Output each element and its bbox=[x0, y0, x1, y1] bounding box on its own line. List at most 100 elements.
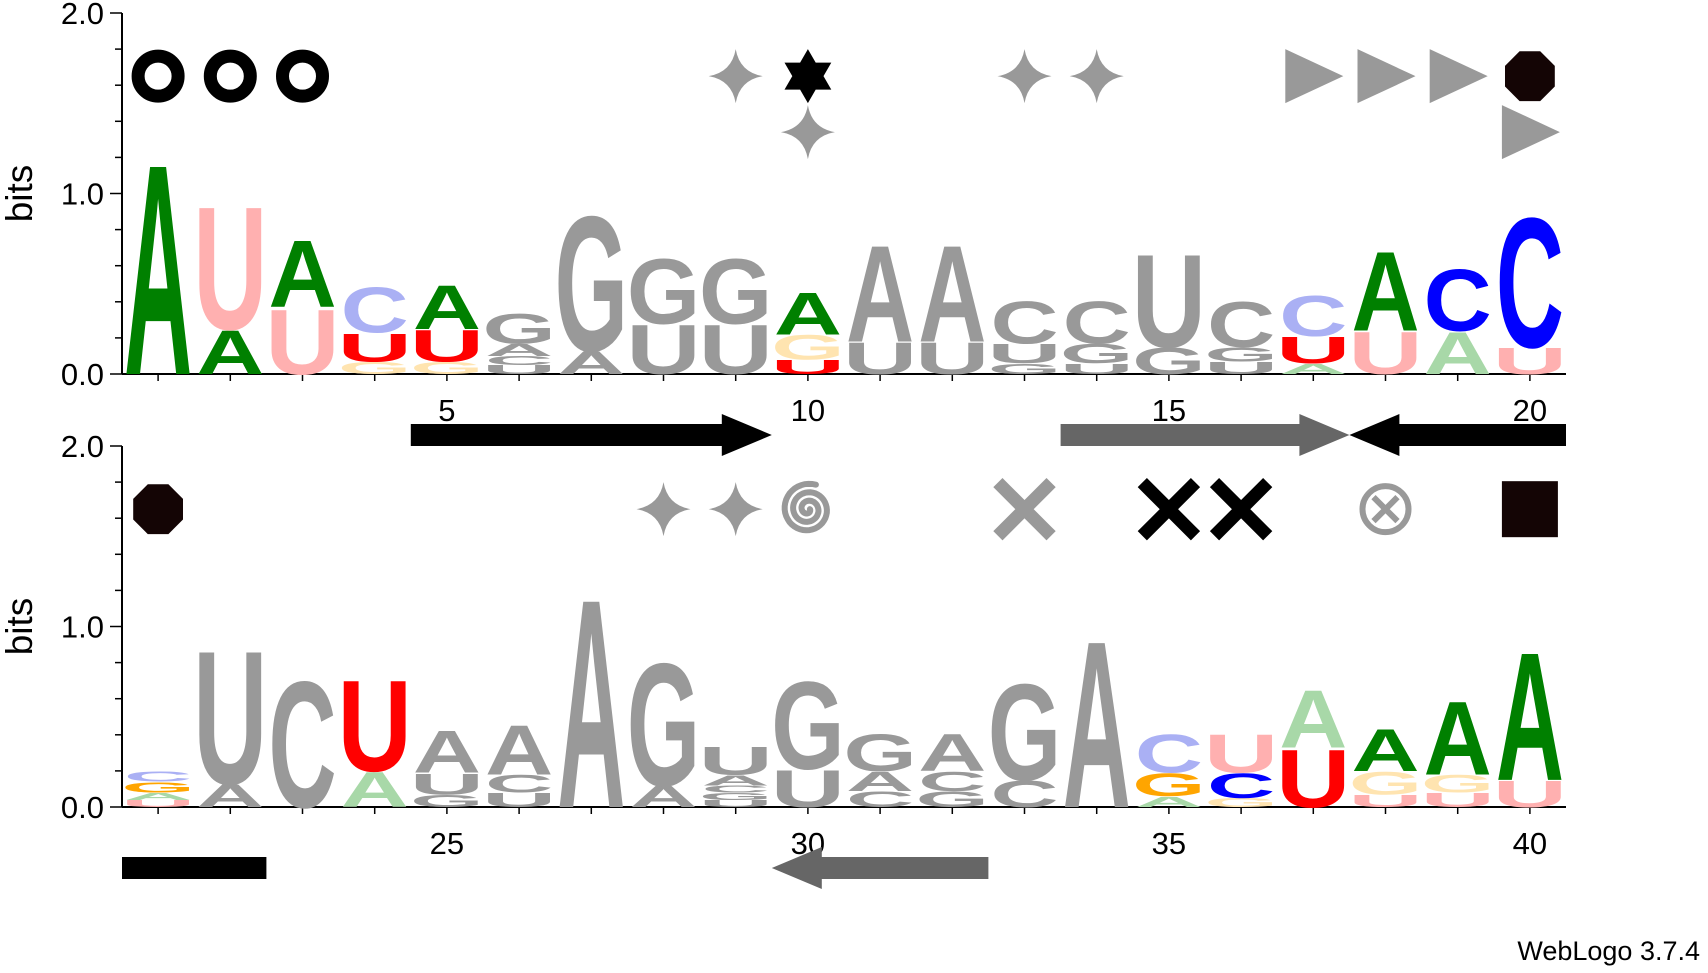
logo-letter-G: G bbox=[627, 626, 700, 823]
logo-letter-G: G bbox=[1349, 765, 1422, 802]
svg-text:G: G bbox=[699, 791, 772, 802]
svg-text:C: C bbox=[1424, 253, 1492, 350]
svg-text:U: U bbox=[1204, 723, 1278, 784]
sparkle-icon bbox=[997, 49, 1052, 104]
logo-letter-U: U bbox=[699, 738, 773, 783]
logo-letter-G: G bbox=[410, 791, 483, 810]
triangle-icon bbox=[1501, 105, 1560, 160]
strand-arrow bbox=[1060, 414, 1350, 456]
logo-letter-A: A bbox=[846, 766, 914, 797]
svg-text:A: A bbox=[629, 780, 697, 814]
logo-letter-C: C bbox=[268, 644, 336, 846]
svg-text:U: U bbox=[987, 338, 1061, 369]
logo-letter-G: G bbox=[121, 779, 194, 796]
svg-text:A: A bbox=[196, 318, 264, 388]
y-tick-label: 0.0 bbox=[61, 790, 104, 825]
svg-text:A: A bbox=[846, 766, 914, 797]
weblogo-credit: WebLogo 3.7.4 bbox=[1517, 936, 1700, 966]
svg-text:A: A bbox=[413, 272, 481, 342]
svg-text:U: U bbox=[1493, 773, 1567, 815]
logo-letter-G: G bbox=[1204, 343, 1277, 365]
logo-letter-C: C bbox=[702, 784, 770, 795]
logo-letter-G: G bbox=[627, 239, 700, 343]
svg-text:G: G bbox=[1132, 340, 1205, 382]
logo-letter-U: U bbox=[265, 290, 339, 394]
svg-text:A: A bbox=[1279, 673, 1347, 765]
logo-letter-A: A bbox=[1351, 230, 1419, 356]
logo-letter-G: G bbox=[843, 724, 916, 783]
svg-text:G: G bbox=[1204, 796, 1277, 810]
svg-text:G: G bbox=[699, 239, 772, 343]
svg-text:U: U bbox=[1348, 791, 1422, 811]
x-tick-label: 15 bbox=[1152, 393, 1186, 428]
svg-text:A: A bbox=[485, 711, 553, 790]
ring-icon bbox=[276, 49, 329, 103]
svg-text:A: A bbox=[557, 344, 625, 381]
svg-text:C: C bbox=[485, 770, 553, 798]
logo-letter-G: G bbox=[699, 791, 772, 802]
svg-text:C: C bbox=[1063, 289, 1131, 357]
svg-text:C: C bbox=[485, 354, 553, 368]
octagon-icon bbox=[133, 484, 183, 535]
svg-text:U: U bbox=[771, 760, 845, 819]
logo-letter-G: G bbox=[699, 239, 772, 343]
svg-text:U: U bbox=[482, 363, 556, 377]
logo-letter-G: G bbox=[1060, 338, 1133, 369]
svg-text:G: G bbox=[1132, 767, 1205, 804]
logo-letter-U: U bbox=[699, 310, 773, 389]
logo-letter-A: A bbox=[485, 711, 553, 790]
svg-text:G: G bbox=[771, 328, 844, 367]
y-tick-label: 2.0 bbox=[61, 0, 104, 31]
svg-text:C: C bbox=[846, 787, 914, 812]
logo-letter-A: A bbox=[918, 724, 986, 783]
logo-letter-U: U bbox=[410, 767, 484, 801]
svg-text:C: C bbox=[918, 766, 986, 797]
logo-letter-A: A bbox=[124, 791, 192, 802]
svg-text:G: G bbox=[916, 787, 989, 812]
logo-letter-U: U bbox=[193, 612, 267, 825]
logo-letter-A: A bbox=[846, 218, 914, 372]
triangle-icon bbox=[1357, 49, 1416, 104]
svg-text:C: C bbox=[124, 768, 192, 785]
logo-letter-A: A bbox=[774, 280, 842, 348]
svg-text:U: U bbox=[338, 653, 412, 798]
svg-text:A: A bbox=[1351, 716, 1419, 784]
logo-letter-C: C bbox=[990, 289, 1058, 357]
svg-text:C: C bbox=[1207, 767, 1275, 806]
octagon-icon bbox=[1505, 51, 1555, 102]
logo-letter-C: C bbox=[846, 787, 914, 812]
spiral-icon bbox=[781, 480, 830, 534]
svg-text:G: G bbox=[482, 305, 555, 352]
y-tick-label: 1.0 bbox=[61, 610, 104, 645]
svg-text:U: U bbox=[699, 738, 773, 783]
svg-text:A: A bbox=[268, 222, 336, 329]
logo-letter-U: U bbox=[1348, 320, 1422, 387]
svg-text:G: G bbox=[121, 779, 194, 796]
logo-letter-U: U bbox=[482, 363, 556, 377]
svg-text:C: C bbox=[268, 644, 336, 846]
logo-letter-C: C bbox=[1424, 253, 1492, 350]
logo-letter-C: C bbox=[1496, 180, 1564, 387]
logo-letter-G: G bbox=[410, 358, 483, 377]
logo-letter-U: U bbox=[1132, 227, 1206, 376]
logo-letter-G: G bbox=[1132, 340, 1205, 382]
svg-text:U: U bbox=[1276, 330, 1350, 372]
sparkle-icon bbox=[1069, 49, 1124, 104]
y-axis-label: bits bbox=[0, 165, 40, 223]
svg-text:C: C bbox=[990, 773, 1058, 815]
svg-text:U: U bbox=[771, 356, 845, 378]
logo-letter-A: A bbox=[341, 762, 409, 818]
logo-letter-A: A bbox=[196, 318, 264, 388]
svg-text:A: A bbox=[124, 791, 192, 802]
logo-letter-U: U bbox=[626, 310, 700, 389]
svg-text:G: G bbox=[1204, 343, 1277, 365]
logo-letter-U: U bbox=[771, 356, 845, 378]
logo-letter-A: A bbox=[1279, 673, 1347, 765]
logo-letter-G: G bbox=[555, 176, 628, 392]
logo-letter-C: C bbox=[918, 766, 986, 797]
svg-text:U: U bbox=[265, 290, 339, 394]
svg-text:U: U bbox=[626, 310, 700, 389]
svg-text:G: G bbox=[1349, 765, 1422, 802]
svg-text:U: U bbox=[121, 798, 195, 809]
